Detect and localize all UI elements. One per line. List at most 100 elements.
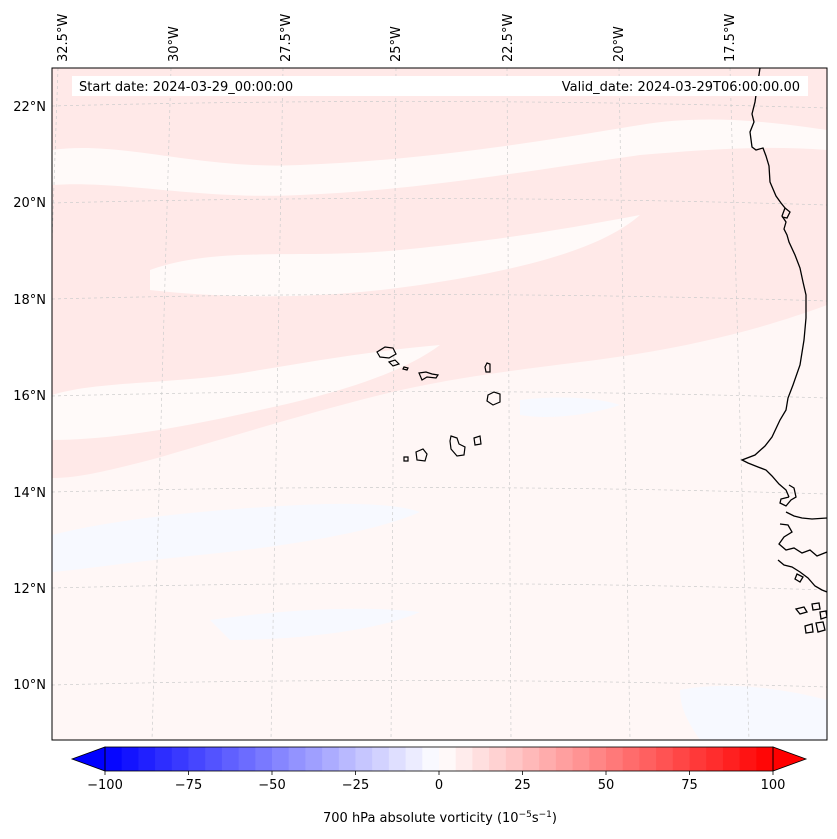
colorbar-segment [606,747,624,771]
coastline-gambia [779,484,797,507]
lat-label-12n: 12°N [13,582,46,597]
colorbar-segment [756,747,774,771]
valid-date-label: Valid_date: 2024-03-29T06:00:00.00 [562,80,800,95]
colorbar-segment [405,747,423,771]
lat-label-22n: 22°N [13,100,46,115]
negative-vorticity-patch-central [210,608,420,640]
colorbar-tick-label: −25 [342,778,369,793]
meridian-27-5w [270,68,284,740]
parallel-18n [52,294,827,302]
colorbar-segment [522,747,540,771]
colorbar-segment [305,747,323,771]
colorbar-segment [388,747,407,771]
african-coastline [740,68,827,634]
colorbar-segment [355,747,373,771]
colorbar: −100 −75 −50 −25 0 25 50 75 100 700 hPa absolute… [70,746,808,826]
colorbar-segment [722,747,741,771]
colorbar-segment [672,747,690,771]
colorbar-tick-label: −75 [175,778,202,793]
colorbar-segment [739,747,757,771]
island-sao-vicente [387,359,401,367]
colorbar-segment [455,747,473,771]
lon-label-30w: 30°W [167,26,182,62]
colorbar-segment [121,747,139,771]
parallel-20n [52,198,827,206]
colorbar-segment [639,747,657,771]
colorbar-segment [322,747,340,771]
colorbar-segment [105,747,123,771]
lon-label-22-5w: 22.5°W [501,14,516,62]
colorbar-segment [155,747,173,771]
colorbar-segment [622,747,640,771]
parallel-12n [52,583,827,591]
light-streak-mid [150,215,640,297]
colorbar-segment [221,747,240,771]
coastline-bijagos-islands [794,602,827,634]
colorbar-segment [205,747,223,771]
meridian-25w [390,68,397,740]
parallel-16n [52,391,827,399]
lon-label-20w: 20°W [612,26,627,62]
cape-verde-islands [376,346,501,462]
colorbar-extend-high-arrow [772,746,808,772]
colorbar-segment [689,747,707,771]
negative-vorticity-patch-southeast [680,685,827,740]
date-info-box [72,76,808,96]
lat-label-20n: 20°N [13,196,46,211]
colorbar-tick-label: 0 [435,778,443,793]
colorbar-segments [105,747,774,771]
island-fogo [415,448,428,462]
lat-label-18n: 18°N [13,293,46,308]
island-sal [484,362,491,373]
meridian-17-5w [729,68,750,740]
colorbar-ticks: −100 −75 −50 −25 0 25 50 75 100 [87,771,785,793]
island-sao-nicolau [418,371,440,381]
island-santo-antao [376,346,397,359]
colorbar-segment [656,747,674,771]
colorbar-extend-low-arrow [70,746,106,772]
light-streak-north [52,119,827,196]
parallel-22n [52,101,827,109]
colorbar-tick-label: −100 [87,778,123,793]
colorbar-segment [255,747,273,771]
colorbar-tick-label: 25 [514,778,531,793]
lon-label-25w: 25°W [389,26,404,62]
lat-label-10n: 10°N [13,678,46,693]
colorbar-tick-label: 50 [598,778,615,793]
colorbar-segment [572,747,590,771]
colorbar-segment [489,747,507,771]
colorbar-segment [138,747,156,771]
negative-vorticity-patch-west [52,503,420,572]
colorbar-segment [238,747,256,771]
start-date-label: Start date: 2024-03-29_00:00:00 [79,80,293,95]
coastline-casamance-guinea-bissau [777,511,827,593]
colorbar-tick-label: 100 [761,778,786,793]
island-boa-vista [486,391,501,406]
lat-label-14n: 14°N [13,486,46,501]
colorbar-segment [171,747,189,771]
colorbar-tick-label: 75 [681,778,698,793]
meridian-20w [618,68,631,740]
coastline-dakar-peninsula-detail [781,207,791,219]
colorbar-segment [422,747,440,771]
colorbar-segment [555,747,574,771]
meridian-30w [151,68,172,740]
colorbar-segment [505,747,523,771]
island-maio [473,435,482,446]
island-santa-luzia [402,366,409,371]
island-brava [403,456,409,462]
colorbar-segment [589,747,607,771]
colorbar-title: 700 hPa absolute vorticity (10−5s−1) [323,810,557,826]
map-panel [52,68,827,740]
colorbar-segment [272,747,290,771]
lon-label-17-5w: 17.5°W [723,14,738,62]
colorbar-segment [188,747,206,771]
colorbar-tick-label: −50 [258,778,285,793]
parallel-14n [52,487,827,495]
lat-label-16n: 16°N [13,389,46,404]
negative-vorticity-patch-east [520,397,620,417]
colorbar-segment [439,747,457,771]
coastline-western-sahara-mauritania-senegal [740,68,807,498]
colorbar-segment [539,747,557,771]
